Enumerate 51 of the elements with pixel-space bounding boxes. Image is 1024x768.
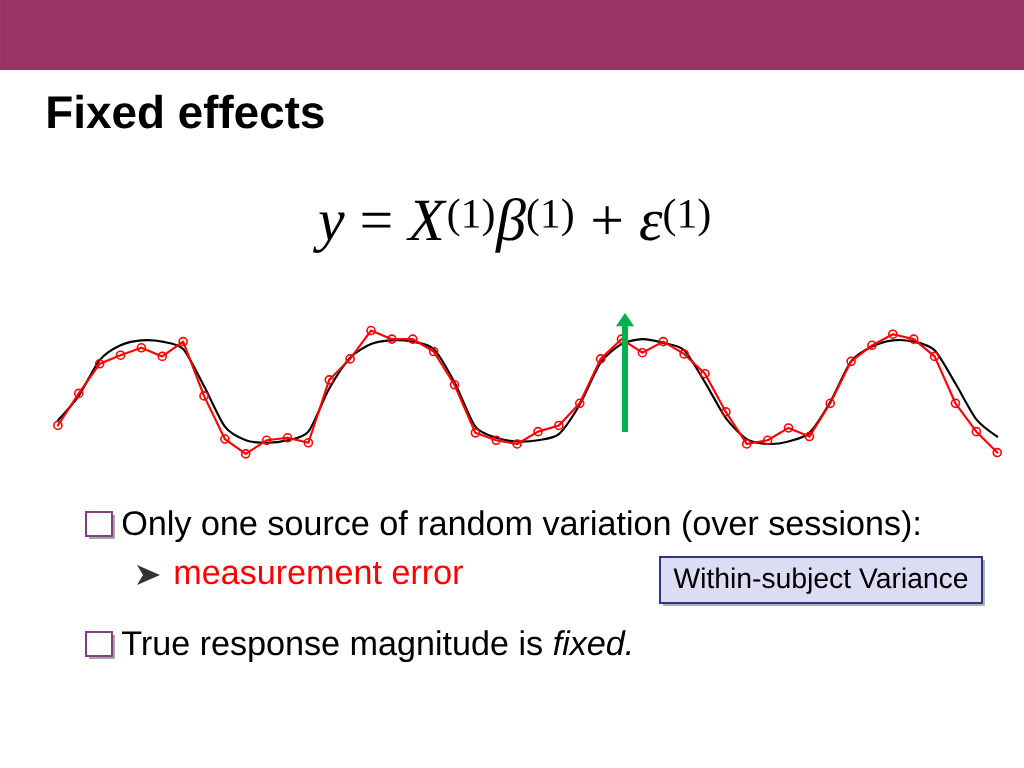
point <box>700 368 710 379</box>
point <box>261 435 272 446</box>
point <box>721 407 731 417</box>
point <box>595 354 606 364</box>
point <box>345 354 355 364</box>
point <box>971 426 982 437</box>
text: y = X$^{(1)}$β$^{(1)}$ + ε$^{(1)}$ <box>313 197 710 253</box>
point <box>637 347 648 358</box>
point <box>115 350 126 360</box>
point <box>428 346 439 357</box>
point <box>762 435 773 446</box>
point <box>157 351 168 362</box>
point <box>783 423 794 433</box>
point <box>73 388 84 399</box>
point <box>512 439 522 449</box>
point <box>658 336 669 347</box>
point <box>199 391 209 401</box>
point <box>220 434 230 444</box>
point <box>136 342 147 353</box>
point <box>867 340 877 351</box>
point <box>94 359 105 369</box>
point <box>533 426 543 437</box>
point <box>407 334 418 344</box>
point <box>554 420 564 431</box>
point <box>908 334 919 344</box>
point <box>303 437 314 448</box>
point <box>178 336 188 347</box>
point <box>992 447 1003 458</box>
point <box>366 325 376 336</box>
point <box>804 431 815 442</box>
point <box>679 349 689 359</box>
point <box>846 356 856 367</box>
text: Only one source of random variation (over sessions): <box>122 510 919 543</box>
point <box>387 334 397 344</box>
point <box>470 428 481 438</box>
point <box>950 398 961 409</box>
point <box>888 329 898 340</box>
point <box>491 435 502 446</box>
point <box>929 351 940 362</box>
point <box>53 420 63 431</box>
point <box>324 375 335 385</box>
point <box>574 398 585 409</box>
point <box>741 439 752 449</box>
point <box>282 433 293 443</box>
point <box>449 379 460 390</box>
text: Within-subject Variance <box>673 567 968 594</box>
text: measurement error <box>175 561 463 585</box>
point <box>240 449 251 459</box>
chart-title: Fixed effects <box>48 94 324 129</box>
point <box>825 398 836 409</box>
text: True response magnitude is fixed. <box>122 630 631 663</box>
